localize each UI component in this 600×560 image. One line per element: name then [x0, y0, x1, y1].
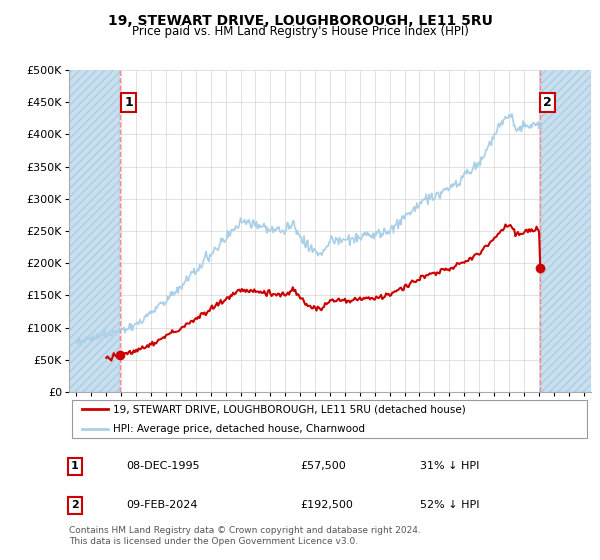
Text: HPI: Average price, detached house, Charnwood: HPI: Average price, detached house, Char… [113, 424, 365, 434]
Text: Price paid vs. HM Land Registry's House Price Index (HPI): Price paid vs. HM Land Registry's House … [131, 25, 469, 38]
Text: 2: 2 [544, 96, 552, 109]
Text: 2: 2 [71, 501, 79, 510]
Text: 1: 1 [71, 461, 79, 471]
Bar [69, 70, 120, 392]
Text: 31% ↓ HPI: 31% ↓ HPI [420, 461, 479, 471]
Bar [540, 70, 591, 392]
FancyBboxPatch shape [71, 400, 587, 437]
Text: £57,500: £57,500 [300, 461, 346, 471]
Text: 52% ↓ HPI: 52% ↓ HPI [420, 501, 479, 510]
Text: Contains HM Land Registry data © Crown copyright and database right 2024.
This d: Contains HM Land Registry data © Crown c… [69, 526, 421, 546]
Text: 19, STEWART DRIVE, LOUGHBOROUGH, LE11 5RU: 19, STEWART DRIVE, LOUGHBOROUGH, LE11 5R… [107, 14, 493, 28]
Text: 09-FEB-2024: 09-FEB-2024 [126, 501, 197, 510]
Text: £192,500: £192,500 [300, 501, 353, 510]
Text: 1: 1 [125, 96, 133, 109]
Text: 08-DEC-1995: 08-DEC-1995 [126, 461, 200, 471]
Text: 19, STEWART DRIVE, LOUGHBOROUGH, LE11 5RU (detached house): 19, STEWART DRIVE, LOUGHBOROUGH, LE11 5R… [113, 404, 466, 414]
